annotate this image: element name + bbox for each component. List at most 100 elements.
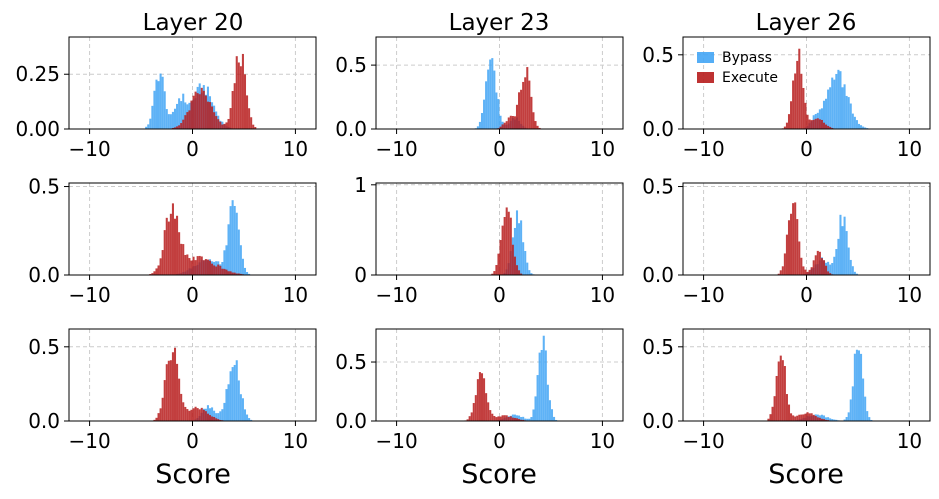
histogram-bar — [870, 419, 873, 421]
histogram-bar — [790, 413, 793, 421]
histogram-bar — [221, 262, 224, 275]
histogram-bar — [812, 260, 815, 275]
histogram-bar — [476, 126, 479, 129]
histogram-bar — [501, 225, 504, 275]
histogram-bar — [243, 267, 247, 275]
histogram-bar — [192, 95, 195, 129]
panels: −10 0 100.000.25−10 0 100.00.5−10 0 100.00.5 By… — [15, 36, 931, 453]
histogram-bar — [248, 273, 251, 275]
histogram-bar — [810, 120, 813, 129]
histogram-bar — [855, 120, 858, 129]
histogram-bar — [204, 411, 207, 421]
histogram-bar — [182, 93, 185, 129]
histogram-bar — [219, 265, 222, 275]
histogram-bar — [814, 118, 817, 129]
histogram-bar — [520, 417, 523, 421]
histogram-bar — [808, 119, 811, 129]
histogram-bar — [532, 409, 535, 421]
column-title-layer-23: Layer 23 — [449, 10, 550, 36]
histogram-bar — [161, 250, 164, 275]
histogram-bar — [513, 414, 516, 421]
histogram-bar — [483, 99, 486, 129]
histogram-bar — [229, 206, 232, 275]
legend: Bypass Execute — [697, 50, 778, 86]
x-tick-label: −10 — [375, 283, 417, 307]
histogram-bar — [182, 119, 185, 129]
histogram-bar — [252, 124, 255, 129]
column-title-layer-26: Layer 26 — [756, 10, 857, 36]
histogram-bar — [833, 419, 836, 421]
histogram-bar — [796, 219, 799, 275]
histogram-bar — [466, 419, 469, 421]
histogram-bar — [862, 126, 865, 129]
histogram-bar — [820, 108, 823, 129]
histogram-bar — [520, 419, 523, 421]
histogram-bar — [223, 268, 226, 275]
histogram-bar — [480, 113, 484, 129]
histogram-bar — [485, 393, 488, 421]
histogram-bar — [235, 360, 238, 421]
histogram-bar — [831, 419, 834, 421]
histogram-bar — [781, 266, 784, 275]
histogram-bar — [851, 266, 854, 275]
x-tick-label: 10 — [897, 283, 922, 307]
histogram-bar — [208, 102, 212, 129]
histogram-bar — [233, 364, 236, 421]
histogram-bar — [215, 418, 218, 421]
histogram-bar — [250, 117, 253, 129]
histogram-bar — [816, 250, 819, 275]
histogram-bar — [509, 217, 512, 275]
histogram-bar — [180, 101, 183, 129]
histogram-bar — [804, 102, 807, 129]
histogram-bar — [845, 231, 848, 275]
histogram-bar — [217, 119, 220, 129]
histogram-bar — [839, 71, 842, 129]
y-tick-label: 0.5 — [335, 53, 367, 77]
x-tick-label: 0 — [800, 429, 813, 453]
histogram-bar — [515, 418, 519, 421]
x-tick-label: 0 — [186, 283, 199, 307]
histogram-bar — [544, 350, 547, 421]
histogram-bar — [820, 258, 823, 275]
histogram-bar — [235, 56, 238, 129]
histogram-bar — [831, 263, 834, 275]
histogram-bar — [787, 404, 791, 421]
histogram-bar — [526, 418, 529, 421]
histogram-bar — [857, 123, 861, 129]
histogram-bar — [246, 95, 249, 129]
histogram-bar — [231, 367, 234, 421]
histogram-bar — [248, 108, 251, 129]
histogram-bar — [184, 115, 187, 129]
histogram-bar — [520, 220, 523, 275]
histogram-bar — [147, 124, 150, 129]
histogram-bar — [515, 104, 519, 129]
histogram-bar — [476, 379, 479, 421]
histogram-bar — [180, 243, 183, 275]
histogram-bar — [211, 106, 214, 129]
histogram-bar — [208, 415, 212, 421]
histogram-bar — [518, 415, 521, 421]
histogram-bar — [202, 90, 205, 129]
histogram-bar — [522, 242, 525, 275]
histogram-bar — [528, 80, 531, 129]
histogram-bar — [206, 101, 209, 129]
histogram-bar — [546, 384, 549, 421]
histogram-bar — [213, 417, 216, 421]
histogram-bar — [798, 48, 801, 129]
series-execute — [149, 203, 244, 275]
histogram-bar — [505, 207, 508, 275]
histogram-bar — [221, 268, 224, 275]
histogram-bar — [526, 67, 529, 129]
histogram-bar — [866, 411, 869, 421]
histogram-bar — [822, 100, 826, 129]
histogram-bar — [491, 413, 494, 421]
histogram-bar — [518, 419, 521, 421]
histogram-bar — [790, 213, 793, 275]
histogram-bar — [825, 265, 828, 275]
histogram-bar — [499, 416, 502, 421]
histogram-bar — [493, 70, 496, 129]
histogram-bar — [790, 101, 793, 129]
histogram-bar — [231, 91, 234, 129]
x-tick-label: −10 — [682, 137, 724, 161]
